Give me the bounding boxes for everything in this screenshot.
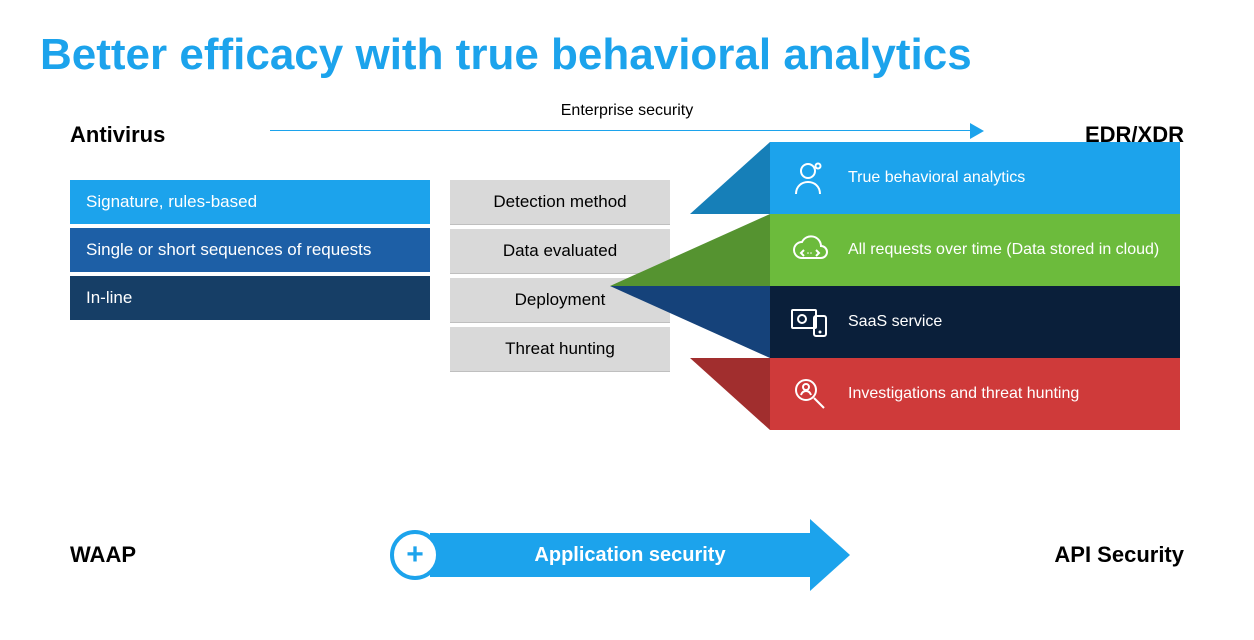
- cloud-icon: [788, 228, 832, 272]
- right-row-1: All requests over time (Data stored in c…: [770, 214, 1180, 286]
- bottom-row: WAAP + Application security API Security: [70, 530, 1184, 580]
- plus-icon: +: [390, 530, 440, 580]
- wedge-2: [610, 286, 770, 358]
- left-bar-1: Single or short sequences of requests: [70, 228, 430, 272]
- arrow-head-icon: [970, 123, 984, 139]
- left-bar-2: In-line: [70, 276, 430, 320]
- wedge-1: [610, 214, 770, 286]
- application-security-arrow: + Application security: [390, 530, 850, 580]
- right-stack-wrap: True behavioral analyticsAll requests ov…: [690, 180, 1180, 480]
- right-row-label-3: Investigations and threat hunting: [848, 384, 1079, 405]
- page-title: Better efficacy with true behavioral ana…: [40, 30, 1214, 80]
- right-row-label-2: SaaS service: [848, 312, 942, 333]
- arrow-line: [270, 130, 970, 131]
- top-label-antivirus: Antivirus: [70, 122, 250, 148]
- bottom-label-waap: WAAP: [70, 542, 270, 568]
- right-stack: True behavioral analytics All requests ov…: [770, 142, 1180, 430]
- right-row-3: Investigations and threat hunting: [770, 358, 1180, 430]
- devices-icon: [788, 300, 832, 344]
- bottom-label-api: API Security: [1054, 542, 1184, 568]
- left-column: Signature, rules-basedSingle or short se…: [70, 180, 430, 324]
- right-row-label-0: True behavioral analytics: [848, 168, 1025, 189]
- search-icon: [788, 372, 832, 416]
- arrow-head-icon: [810, 519, 850, 591]
- right-row-label-1: All requests over time (Data stored in c…: [848, 240, 1159, 261]
- enterprise-security-label: Enterprise security: [561, 102, 694, 120]
- right-row-0: True behavioral analytics: [770, 142, 1180, 214]
- user-icon: [788, 156, 832, 200]
- right-row-2: SaaS service: [770, 286, 1180, 358]
- left-bar-0: Signature, rules-based: [70, 180, 430, 224]
- wedge-3: [610, 358, 770, 430]
- app-security-label: Application security: [430, 533, 810, 577]
- main-diagram: Signature, rules-basedSingle or short se…: [40, 180, 1214, 480]
- wedge-0: [610, 142, 770, 214]
